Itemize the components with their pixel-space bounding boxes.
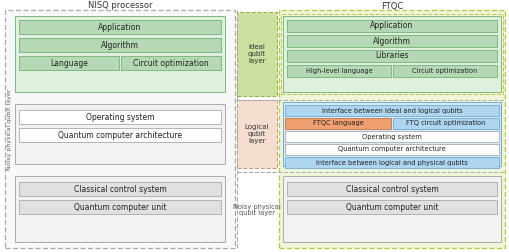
Text: Quantum computer architecture: Quantum computer architecture — [58, 131, 182, 140]
Bar — [278, 10, 504, 248]
Bar — [19, 128, 220, 142]
Bar — [19, 182, 220, 196]
Text: Libraries: Libraries — [375, 51, 408, 60]
Bar — [287, 65, 390, 77]
Bar — [392, 118, 498, 129]
Text: FTQC: FTQC — [380, 2, 402, 11]
Bar — [392, 65, 496, 77]
Bar — [285, 131, 498, 142]
Bar — [287, 200, 496, 214]
Bar — [280, 14, 502, 94]
Bar — [285, 144, 498, 155]
Bar — [15, 104, 224, 164]
Bar — [287, 35, 496, 47]
Bar — [5, 10, 235, 248]
Bar — [121, 56, 220, 70]
Text: Language: Language — [50, 58, 88, 68]
Text: Quantum computer unit: Quantum computer unit — [345, 203, 437, 211]
Bar — [237, 12, 276, 96]
Bar — [285, 157, 498, 168]
Text: Interface between logical and physical qubits: Interface between logical and physical q… — [316, 160, 467, 166]
Text: Logical
qubit
layer: Logical qubit layer — [244, 124, 269, 144]
Bar — [282, 102, 500, 166]
Bar — [15, 16, 224, 92]
Text: FTQ circuit optimization: FTQ circuit optimization — [406, 120, 485, 127]
Text: Application: Application — [370, 21, 413, 30]
Bar — [19, 110, 220, 124]
Text: FTQC language: FTQC language — [312, 120, 363, 127]
Text: Circuit optimization: Circuit optimization — [412, 68, 477, 74]
Text: Classical control system: Classical control system — [345, 184, 438, 194]
Text: Application: Application — [98, 22, 142, 32]
Text: Quantum computer unit: Quantum computer unit — [74, 203, 166, 211]
Text: Operating system: Operating system — [361, 134, 421, 140]
Text: High-level language: High-level language — [305, 68, 372, 74]
Text: NISQ processor: NISQ processor — [88, 2, 152, 11]
Text: Operating system: Operating system — [86, 112, 154, 121]
Text: Quantum computer architecture: Quantum computer architecture — [337, 146, 445, 152]
Bar — [287, 50, 496, 62]
Text: Interface between ideal and logical qubits: Interface between ideal and logical qubi… — [321, 108, 461, 113]
Text: Noisy physical qubit layer: Noisy physical qubit layer — [8, 88, 13, 170]
Bar — [287, 20, 496, 32]
Bar — [19, 38, 220, 52]
Text: Algorithm: Algorithm — [372, 37, 410, 46]
Bar — [285, 118, 390, 129]
Bar — [237, 100, 276, 168]
Text: Ideal
qubit
layer: Ideal qubit layer — [247, 44, 266, 64]
Text: Circuit optimization: Circuit optimization — [133, 58, 208, 68]
Text: Algorithm: Algorithm — [101, 41, 138, 49]
Bar — [19, 20, 220, 34]
Bar — [287, 182, 496, 196]
Bar — [19, 56, 119, 70]
Bar — [19, 200, 220, 214]
Bar — [282, 16, 500, 92]
Bar — [285, 105, 498, 116]
Text: Classical control system: Classical control system — [73, 184, 166, 194]
Bar — [15, 176, 224, 242]
Text: Noisy physical
qubit layer: Noisy physical qubit layer — [233, 204, 280, 216]
Bar — [282, 176, 500, 242]
